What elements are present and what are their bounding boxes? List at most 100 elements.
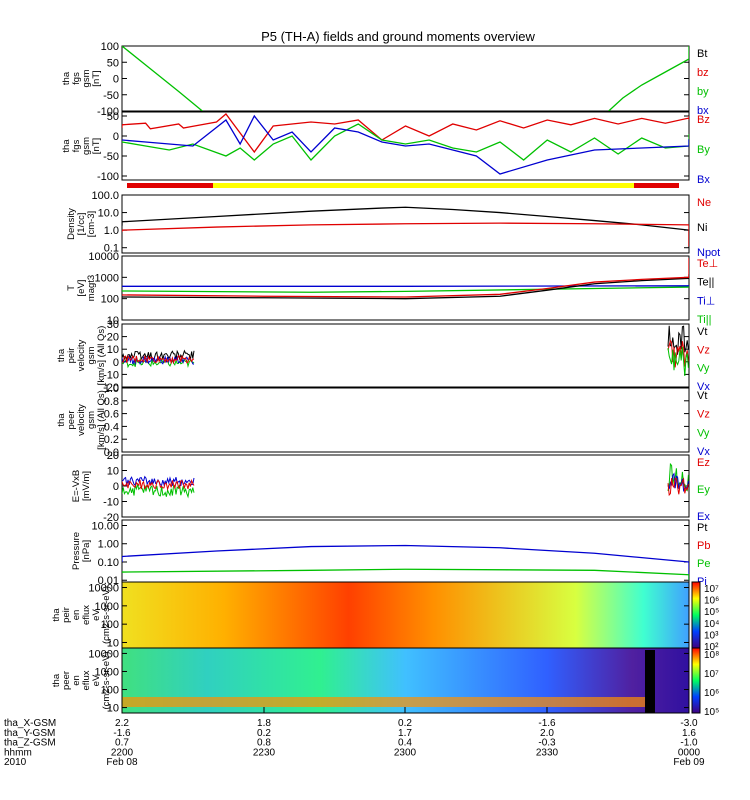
plot-area-fgs: [122, 46, 689, 111]
legend-temp: Te||: [697, 277, 714, 289]
x-annotation-label: tha_X-GSM: [4, 718, 56, 729]
legend-peirvel: Vy: [697, 363, 710, 375]
y-tick-label: 10: [107, 344, 119, 356]
noise-efield: [667, 477, 689, 497]
legend-peervel: Vx: [697, 446, 710, 458]
y-tick-label: 50: [107, 111, 119, 123]
legend-peirvel: Vz: [697, 344, 710, 356]
x-annotation-value: Feb 08: [106, 757, 138, 768]
x-annotation-value: 2330: [536, 747, 559, 758]
y-tick-label: -50: [103, 90, 119, 102]
series-temp-Ti⊥: [122, 285, 689, 287]
y-axis-label-line: [eV]: [76, 280, 87, 297]
y-axis-label-line: tha: [61, 71, 72, 85]
x-annotation-value: 2.2: [115, 718, 129, 729]
y-axis-label-line: eV: [91, 674, 102, 686]
y-axis-label-line: gsm: [81, 69, 92, 87]
y-tick-label: 0: [113, 74, 119, 86]
y-tick-label: 0.6: [104, 409, 119, 421]
legend-pressure: Pb: [697, 540, 710, 552]
x-annotation-value: -3.0: [680, 718, 698, 729]
y-tick-label: -10: [103, 497, 119, 509]
y-axis-label-line: [km/s] (All Qs): [96, 390, 107, 450]
legend-efield: Ez: [697, 457, 710, 469]
y-tick-label: 10: [107, 637, 119, 649]
x-annotation-value: 1.8: [257, 718, 271, 729]
y-tick-label: -10: [103, 369, 119, 381]
noise-peirvel: [122, 354, 195, 365]
noise-efield: [122, 482, 195, 499]
series-pressure-Pe: [122, 568, 689, 581]
legend-peervel: Vy: [697, 427, 710, 439]
mode-bar-red-left: [127, 183, 213, 188]
y-axis-label-temp: T [eV] magt3: [66, 275, 97, 301]
y-axis-label-line: gsm: [86, 411, 97, 429]
noise-peirvel: [667, 346, 689, 376]
legend-density: Ni: [697, 222, 707, 234]
y-axis-label-line: eflux: [81, 670, 92, 690]
y-tick-label: -100: [97, 171, 119, 183]
colorbar-tick-label: 10⁷: [704, 669, 719, 680]
y-tick-label: 10.0: [98, 208, 119, 220]
y-axis-label-line: magt3: [86, 275, 97, 301]
y-tick-label: -50: [103, 151, 119, 163]
y-axis-label-line: [nPa]: [81, 540, 92, 562]
y-axis-label-line: [nT]: [91, 138, 102, 154]
legend-pressure: Pi: [697, 576, 707, 588]
x-annotation-value: 2300: [394, 747, 417, 758]
series-fgs-by: [122, 46, 203, 111]
y-axis-label-line: peir: [61, 607, 72, 623]
y-axis-label-fgs2: tha fgs gsm [nT]: [61, 137, 102, 155]
mode-bar-red-right: [634, 183, 679, 188]
x-annotation-value: Feb 09: [673, 757, 705, 768]
y-tick-label: -100: [97, 106, 119, 118]
y-tick-label: 0.8: [104, 396, 119, 408]
legend-density: Npot: [697, 247, 720, 259]
y-tick-label: 1.0: [104, 383, 119, 395]
x-annotation-value: -1.6: [538, 718, 556, 729]
y-tick-label: 50: [107, 57, 119, 69]
series-temp-Te||: [122, 274, 689, 300]
y-axis-label-line: (cm2-s-sr-eV): [101, 586, 112, 644]
y-tick-label: 100: [101, 619, 119, 631]
legend-peirvel: Vt: [697, 326, 707, 338]
plot-area-fgs2: [122, 113, 689, 175]
plot-area-density: [122, 206, 689, 248]
chart-title: P5 (TH-A) fields and ground moments over…: [261, 29, 535, 44]
axis-frame-peirvel: [121, 323, 690, 388]
y-tick-label: 10: [107, 466, 119, 478]
panel-temp: 10000 1000 100 10 T [eV] magt3 Te⊥ Te|| Ti⊥ Ti||: [66, 251, 718, 327]
y-tick-label: -20: [103, 512, 119, 524]
colorbar-peir_en: [691, 581, 701, 649]
legend-temp: Ti⊥: [697, 295, 715, 307]
y-axis-label-line: en: [71, 610, 82, 621]
legend-efield: Ey: [697, 484, 710, 496]
series-pressure-Pi: [122, 544, 689, 581]
legend-fgs: by: [697, 86, 709, 98]
y-axis-label-line: T: [66, 285, 77, 291]
noise-peirvel: [667, 339, 689, 368]
x-annotation-value: -0.3: [538, 738, 556, 749]
panel-efield: 20 10 0 -10 -20 E=-VxB [mV/m] Ez Ey Ex: [71, 450, 710, 524]
legend-peirvel: Vx: [697, 381, 710, 393]
colorbar-tick-label: 10³: [704, 630, 719, 641]
x-annotation-label: hhmm: [4, 747, 32, 758]
colorbar-tick-label: 10⁵: [704, 607, 719, 618]
panel-fgs2: 50 0 -50 -100 tha fgs gsm [nT] Bz By Bx: [61, 111, 710, 186]
legend-fgs2: Bz: [697, 114, 710, 126]
y-tick-label: 20: [107, 332, 119, 344]
electron-low-energy-band: [122, 697, 649, 707]
y-tick-label: 100: [101, 41, 119, 53]
y-axis-label-line: (cm2-s-sr-eV): [101, 651, 112, 709]
colorbar-peer_en: [691, 647, 701, 714]
legend-temp: Te⊥: [697, 258, 718, 270]
x-annotation-value: 2200: [111, 747, 134, 758]
y-axis-label-fgs: tha fgs gsm [nT]: [61, 69, 102, 87]
colorbar-tick-label: 10⁶: [704, 688, 719, 699]
y-axis-label-peir_en: tha peir en eflux eV (cm2-s-sr-eV): [51, 586, 112, 644]
y-tick-label: 1000: [95, 601, 119, 613]
legend-fgs2: Bx: [697, 174, 710, 186]
